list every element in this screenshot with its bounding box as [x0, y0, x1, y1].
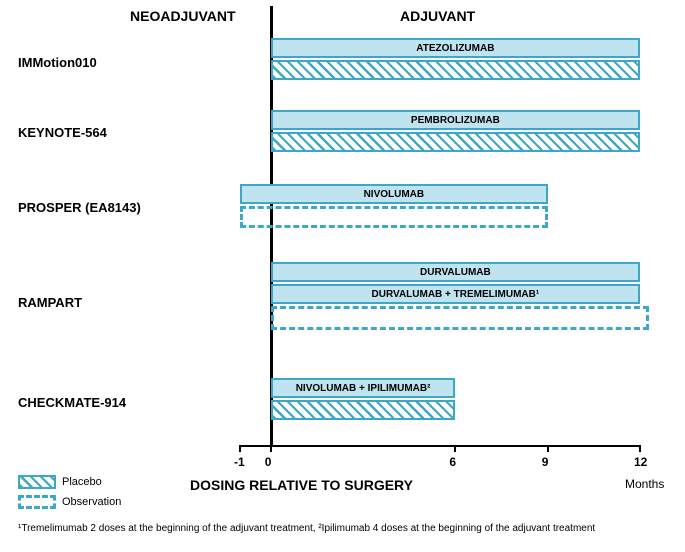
arm-drug-label: NIVOLUMAB — [364, 189, 425, 200]
arm-drug-label: DURVALUMAB + TREMELIMUMAB¹ — [372, 289, 540, 300]
arm-drug-label: ATEZOLIZUMAB — [416, 43, 494, 54]
trial-label: IMMotion010 — [18, 55, 97, 70]
trial-arm-bar: NIVOLUMAB + IPILIMUMAB² — [271, 378, 456, 398]
trial-arm-bar — [240, 206, 548, 228]
x-tick — [454, 445, 456, 452]
trial-label: PROSPER (EA8143) — [18, 200, 141, 215]
x-tick-label: 6 — [449, 455, 456, 469]
header-adjuvant: ADJUVANT — [400, 8, 475, 24]
x-tick-label: 0 — [265, 455, 272, 469]
trial-arm-bar — [271, 60, 640, 80]
x-axis — [240, 445, 640, 447]
legend-label-placebo: Placebo — [62, 476, 102, 488]
trial-arm-bar — [271, 400, 456, 420]
trial-arm-bar — [271, 306, 649, 330]
header-neoadjuvant: NEOADJUVANT — [130, 8, 236, 24]
x-tick-label: 12 — [634, 455, 647, 469]
x-axis-title: DOSING RELATIVE TO SURGERY — [190, 477, 413, 493]
legend-swatch-observation — [18, 495, 56, 509]
trial-label: CHECKMATE-914 — [18, 395, 126, 410]
x-tick — [270, 445, 272, 452]
legend-swatch-placebo — [18, 475, 56, 489]
x-tick-label: 9 — [542, 455, 549, 469]
months-label: Months — [625, 477, 664, 491]
arm-drug-label: PEMBROLIZUMAB — [411, 115, 500, 126]
trial-arm-bar: ATEZOLIZUMAB — [271, 38, 640, 58]
x-tick — [239, 445, 241, 452]
timeline-chart: NEOADJUVANT ADJUVANT IMMotion010 ATEZOLIZUM… — [0, 0, 685, 552]
trial-label: RAMPART — [18, 295, 82, 310]
x-tick — [639, 445, 641, 452]
trial-arm-bar: DURVALUMAB — [271, 262, 640, 282]
trial-label: KEYNOTE-564 — [18, 125, 107, 140]
footnote: ¹Tremelimumab 2 doses at the beginning o… — [18, 523, 668, 534]
arm-drug-label: NIVOLUMAB + IPILIMUMAB² — [296, 383, 431, 394]
x-tick-label: -1 — [234, 455, 245, 469]
arm-drug-label: DURVALUMAB — [420, 267, 491, 278]
trial-arm-bar — [271, 132, 640, 152]
trial-arm-bar: NIVOLUMAB — [240, 184, 548, 204]
legend-label-observation: Observation — [62, 496, 121, 508]
trial-arm-bar: PEMBROLIZUMAB — [271, 110, 640, 130]
trial-arm-bar: DURVALUMAB + TREMELIMUMAB¹ — [271, 284, 640, 304]
x-tick — [547, 445, 549, 452]
